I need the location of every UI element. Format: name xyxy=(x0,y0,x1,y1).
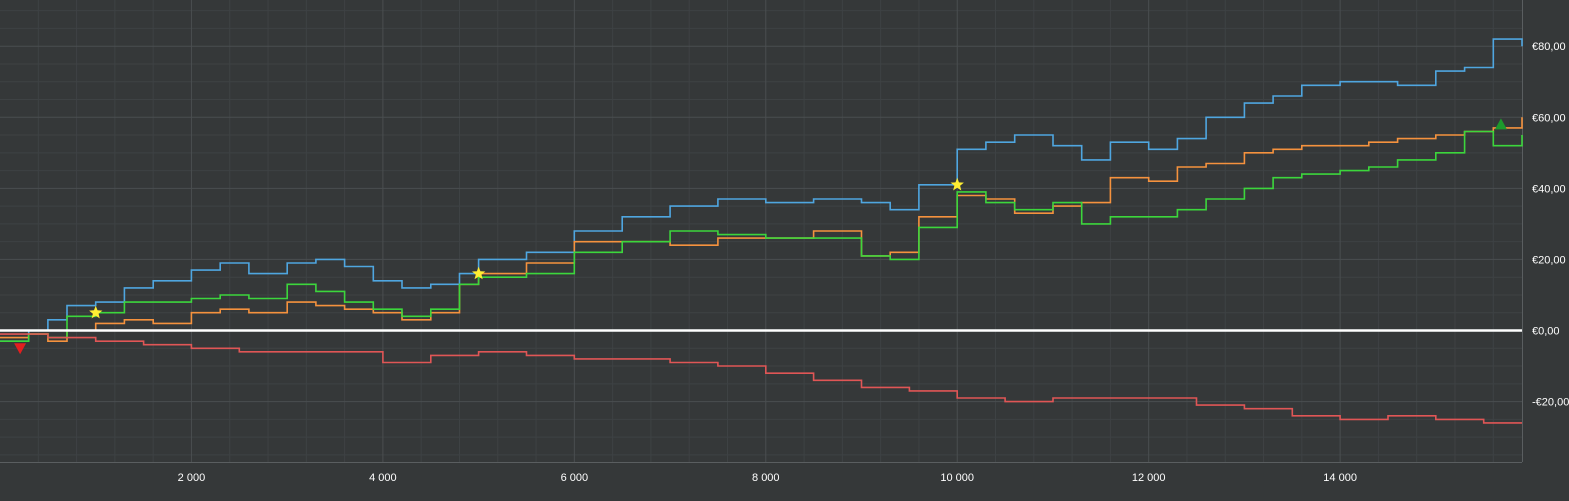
y-tick-label: €40,00 xyxy=(1532,183,1566,195)
x-tick-label: 6 000 xyxy=(561,472,589,484)
marker-layer xyxy=(14,118,1507,355)
star-marker xyxy=(472,266,486,280)
series-line-1 xyxy=(0,38,1523,342)
y-tick-label: -€20,00 xyxy=(1532,397,1569,409)
x-tick-label: 4 000 xyxy=(369,472,397,484)
x-axis: 2 000 4 000 6 000 8 000 10 000 12 000 14 000 xyxy=(178,472,1357,484)
x-tick-label: 12 000 xyxy=(1132,472,1166,484)
x-tick-label: 8 000 xyxy=(752,472,780,484)
y-axis: -€20,00 €0,00 €20,00 €40,00 €60,00 €80,00 xyxy=(1532,41,1569,408)
star-marker xyxy=(950,177,964,191)
series-line-4 xyxy=(0,333,1522,424)
y-tick-label: €0,00 xyxy=(1532,326,1560,338)
x-tick-label: 14 000 xyxy=(1323,472,1357,484)
triangle-down-marker xyxy=(14,343,27,355)
series-layer xyxy=(0,38,1523,424)
series-line-3 xyxy=(0,130,1523,342)
y-tick-label: €20,00 xyxy=(1532,254,1566,266)
star-marker xyxy=(89,305,103,319)
triangle-up-marker xyxy=(1494,118,1507,130)
x-tick-label: 2 000 xyxy=(178,472,206,484)
x-tick-label: 10 000 xyxy=(940,472,974,484)
y-tick-label: €80,00 xyxy=(1532,41,1566,53)
y-tick-label: €60,00 xyxy=(1532,112,1566,124)
